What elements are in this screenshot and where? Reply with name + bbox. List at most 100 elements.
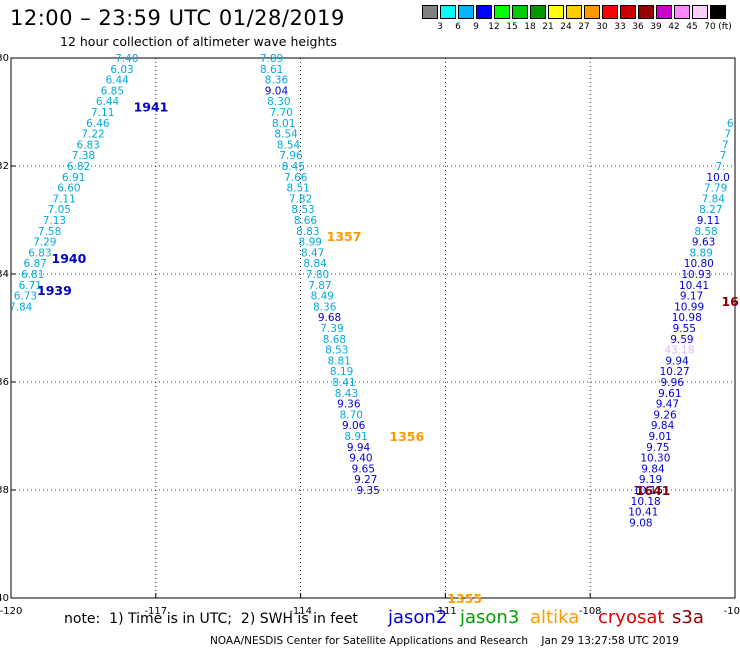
swh-value-label: 9.59 (670, 334, 693, 346)
swh-value-label: 7.96 (279, 150, 303, 162)
swh-value-label: 9.55 (673, 323, 696, 335)
y-tick-label: -38 (0, 485, 9, 496)
swh-value-label: 6.81 (21, 269, 44, 281)
swh-value-label: 10.0 (706, 172, 729, 184)
swh-value-label: 8.53 (325, 345, 348, 357)
y-tick-label: -34 (0, 269, 9, 280)
time-label: 1357 (327, 229, 362, 244)
legend-label: 33 (614, 22, 626, 32)
swh-value-label: 10.93 (681, 269, 711, 281)
swh-value-label: 8.36 (313, 301, 337, 313)
swh-value-label: 9.96 (661, 377, 685, 389)
swh-value-label: 7.05 (48, 204, 71, 216)
swh-value-label: 6 (727, 118, 734, 130)
legend-swatch (566, 5, 582, 19)
swh-value-label: 7.66 (284, 172, 308, 184)
legend-swatch (692, 5, 708, 19)
swh-value-label: 7.39 (320, 323, 343, 335)
swh-value-label: 9.19 (639, 474, 662, 486)
legend-swatch (458, 5, 474, 19)
swh-value-label: 8.66 (294, 215, 318, 227)
swh-value-label: 9.61 (658, 388, 681, 400)
swh-value-label: 9.40 (349, 453, 372, 465)
swh-value-label: 8.81 (328, 355, 351, 367)
swh-value-label: 7.79 (704, 183, 727, 195)
swh-value-label: 9.94 (665, 355, 689, 367)
swh-value-label: 10.99 (674, 301, 704, 313)
swh-value-label: 7.38 (72, 150, 95, 162)
x-tick-label: -120 (0, 606, 22, 617)
legend-label: 42 (668, 22, 680, 32)
swh-value-label: 9.68 (318, 312, 341, 324)
satellite-label-s3a: s3a (672, 607, 704, 628)
swh-value-label: 6.03 (110, 64, 133, 76)
swh-value-label: 10.27 (660, 366, 690, 378)
time-label: 1355 (447, 591, 482, 606)
swh-value-label: 9.63 (692, 237, 715, 249)
swh-value-label: 8.83 (296, 226, 319, 238)
swh-value-label: 8.53 (291, 204, 314, 216)
swh-value-label: 6.83 (77, 139, 100, 151)
satellite-label-jason2: jason2 (388, 607, 448, 628)
y-tick-label: -30 (0, 53, 9, 64)
legend-label: 27 (578, 22, 590, 32)
legend-label: 36 (632, 22, 644, 32)
chart-subtitle: 12 hour collection of altimeter wave hei… (60, 34, 337, 49)
x-tick-label: -111 (434, 606, 457, 617)
swh-value-label: 7.84 (9, 301, 33, 313)
swh-value-label: 8.45 (282, 161, 305, 173)
swh-value-label: 10.98 (672, 312, 702, 324)
swh-value-label: 7 (724, 129, 731, 141)
satellite-label-cryosat: cryosat (598, 607, 665, 628)
swh-value-label: 8.27 (699, 204, 722, 216)
y-tick-label: -40 (0, 593, 9, 604)
swh-value-label: 8.01 (272, 118, 295, 130)
swh-value-label: 10.30 (640, 453, 670, 465)
x-tick-label: -117 (144, 606, 167, 617)
legend-swatch (584, 5, 600, 19)
swh-value-label: 7 (720, 150, 727, 162)
swh-value-label: 9.26 (653, 409, 677, 421)
swh-value-label: 7.82 (289, 193, 312, 205)
legend-label: 39 (650, 22, 662, 32)
swh-value-label: 9.06 (342, 420, 366, 432)
swh-value-label: 6.91 (62, 172, 85, 184)
time-label: 1941 (134, 100, 169, 115)
swh-value-label: 6.44 (105, 75, 129, 87)
swh-value-label: 7.58 (38, 226, 61, 238)
swh-value-label: 7.70 (270, 107, 293, 119)
swh-value-label: 9.94 (347, 442, 371, 454)
swh-value-label: 7.84 (702, 193, 726, 205)
legend-label: 70 (704, 22, 716, 32)
legend-label: 9 (473, 22, 479, 32)
legend-label: 6 (455, 22, 461, 32)
swh-value-label: 7.13 (43, 215, 66, 227)
swh-value-label: 7. (716, 161, 726, 173)
swh-value-label: 8.36 (265, 75, 289, 87)
swh-value-label: 6.73 (14, 291, 37, 303)
swh-value-label: 8.54 (274, 129, 298, 141)
swh-value-label: 8.91 (344, 431, 367, 443)
swh-value-label: 9.84 (641, 463, 665, 475)
legend-swatch (638, 5, 654, 19)
legend-label: 3 (437, 22, 443, 32)
legend-label: 12 (488, 22, 500, 32)
swh-value-label: 7.11 (91, 107, 114, 119)
swh-value-label: 8.89 (690, 247, 713, 259)
legend-label: 15 (506, 22, 518, 32)
x-tick-label: -105 (724, 606, 740, 617)
time-label: 1939 (37, 283, 72, 298)
swh-value-label: 10.41 (679, 280, 709, 292)
legend-label: 45 (686, 22, 698, 32)
swh-value-label: 6.85 (101, 85, 124, 97)
swh-value-label: 9.65 (352, 463, 375, 475)
legend-label: 24 (560, 22, 572, 32)
swh-value-label: 7.80 (306, 269, 329, 281)
satellite-label-jason3: jason3 (460, 607, 520, 628)
swh-value-label: 7.40 (115, 53, 138, 65)
y-tick-label: -36 (0, 377, 9, 388)
x-tick-label: -108 (579, 606, 602, 617)
swh-value-label: 10.41 (628, 507, 658, 519)
swh-value-label: 8.58 (694, 226, 717, 238)
